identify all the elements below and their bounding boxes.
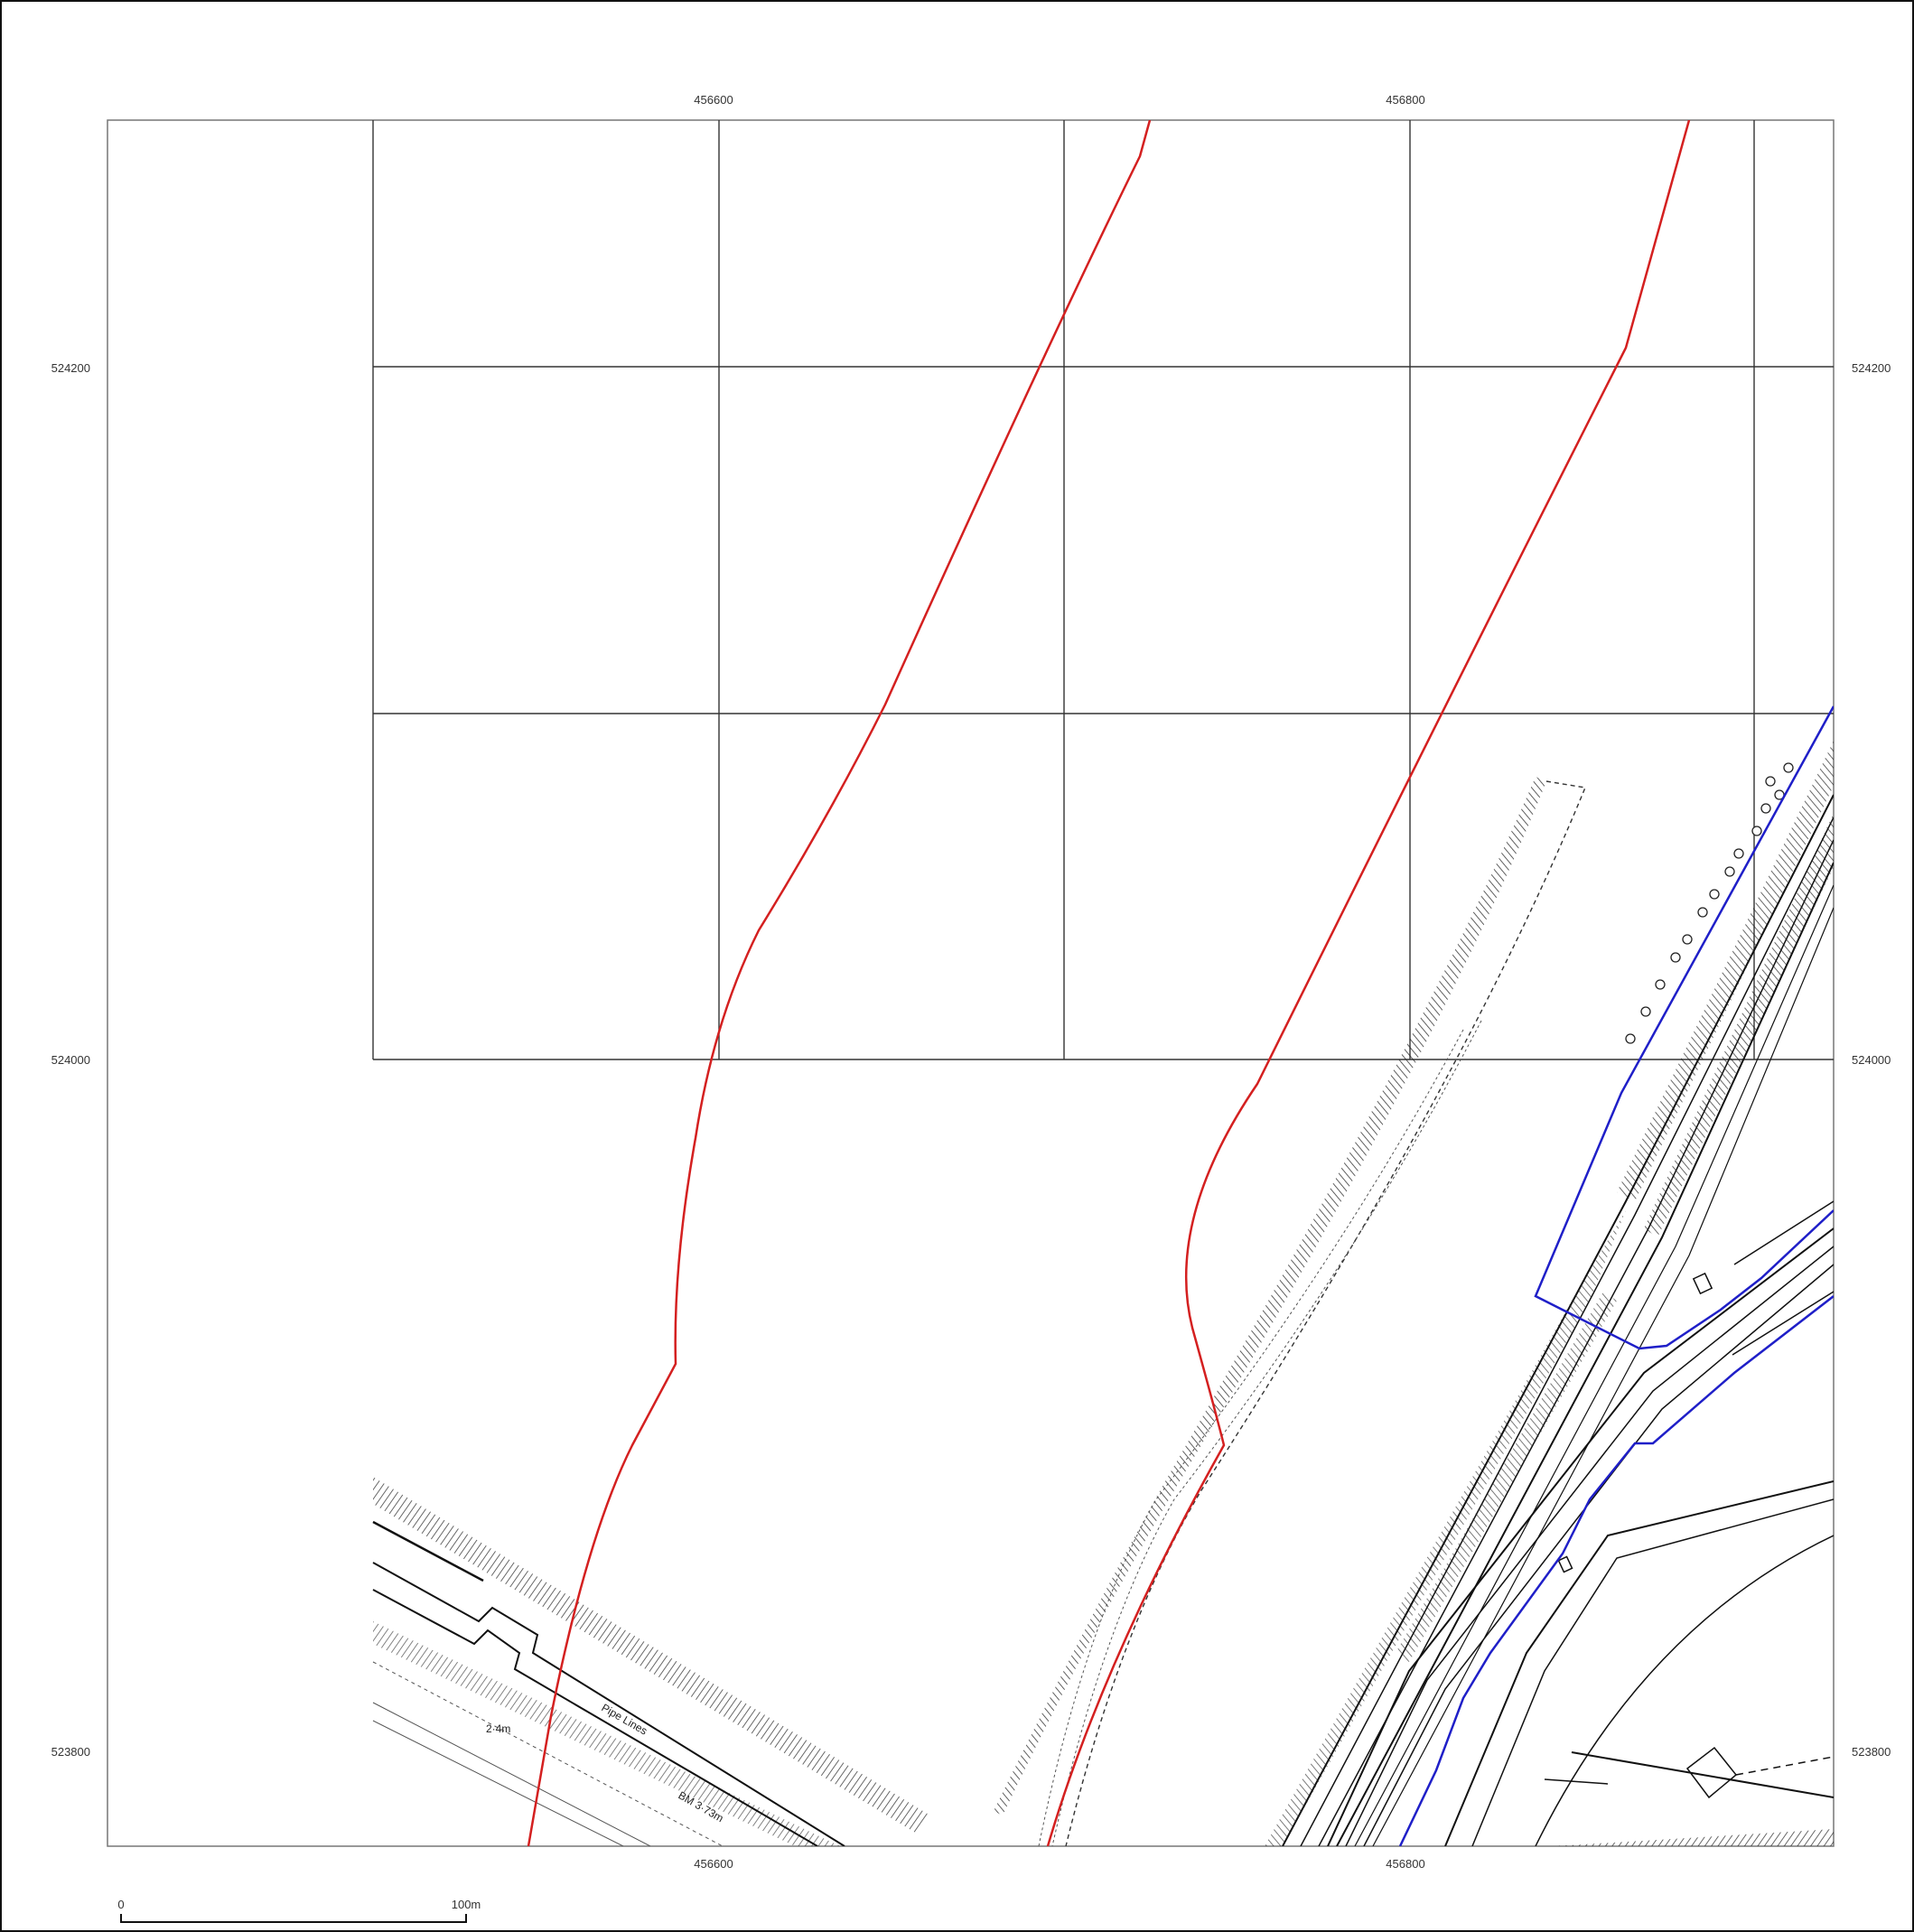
study-boundary [527,120,1691,1846]
grid-lines [372,120,1834,1060]
pipe-lines-label: Pipe Lines [600,1701,650,1737]
spot-height-label: 2·4m [486,1722,510,1735]
embankment-central [994,777,1586,1846]
northing-label-right-1: 524200 [1852,361,1891,375]
scale-bar-end: 100m [452,1898,481,1911]
railway-embankments [1265,741,1834,1846]
site-boundary [1398,705,1834,1846]
easting-label-bottom-1: 456600 [694,1857,733,1871]
scale-bar-start: 0 [117,1898,124,1911]
scale-bar: 0 100m [117,1898,481,1923]
easting-label-bottom-2: 456800 [1386,1857,1424,1871]
northing-label-left-2: 524000 [51,1053,90,1067]
buildings [1557,1200,1834,1799]
northing-label-left-3: 523800 [51,1745,90,1759]
map-annotations: Pipe Lines BM 3·73m 2·4m [486,1701,725,1825]
easting-label-top-1: 456600 [694,93,733,107]
easting-label-top-2: 456800 [1386,93,1424,107]
map-frame [107,119,1835,1847]
trees [1625,762,1794,1044]
northing-label-right-2: 524000 [1852,1053,1891,1067]
pipe-lines-feature [372,1477,930,1846]
northing-label-left-1: 524200 [51,361,90,375]
northing-label-right-3: 523800 [1852,1745,1891,1759]
